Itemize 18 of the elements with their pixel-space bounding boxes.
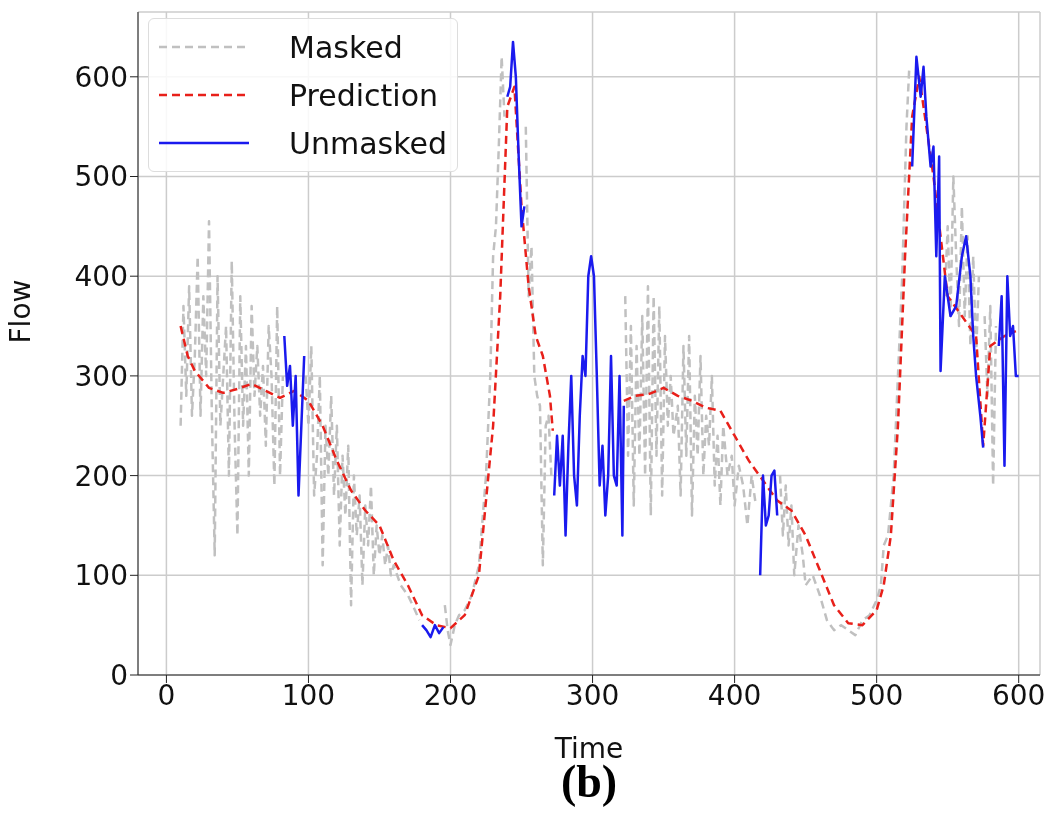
y-tick-label: 500 bbox=[74, 160, 128, 194]
x-tick-label: 200 bbox=[423, 678, 478, 712]
legend-label: Unmasked bbox=[289, 125, 448, 161]
x-tick-label: 300 bbox=[565, 678, 620, 712]
legend-label: Prediction bbox=[289, 77, 439, 113]
legend-label: Masked bbox=[289, 29, 403, 65]
y-tick-label: 200 bbox=[74, 459, 128, 493]
y-tick-label: 600 bbox=[74, 60, 128, 94]
x-tick-label: 100 bbox=[281, 678, 336, 712]
x-tick-label: 400 bbox=[707, 678, 762, 712]
x-tick-label: 500 bbox=[849, 678, 904, 712]
x-axis-title: Time bbox=[553, 732, 624, 765]
y-tick-label: 100 bbox=[74, 559, 128, 593]
y-tick-label: 300 bbox=[74, 359, 128, 393]
x-tick-label: 0 bbox=[157, 678, 176, 712]
x-tick-label: 600 bbox=[991, 678, 1046, 712]
y-tick-label: 400 bbox=[74, 260, 128, 294]
y-axis-title: Flow bbox=[3, 279, 37, 344]
